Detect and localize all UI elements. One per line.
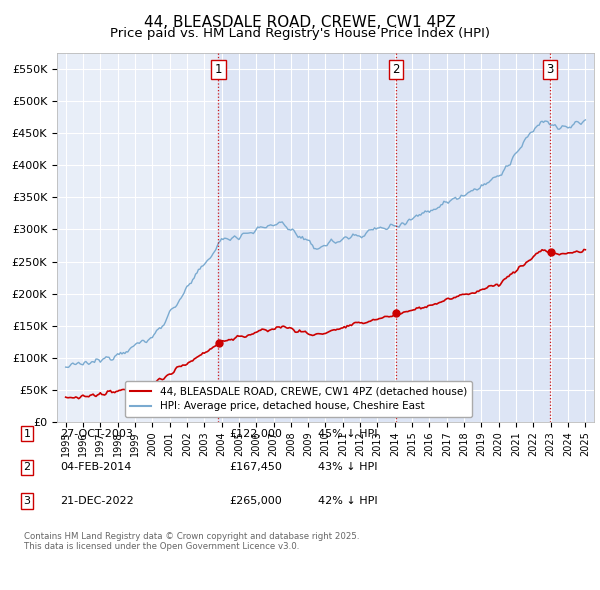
Bar [397,53,550,422]
Text: 2: 2 [392,63,400,76]
Text: £122,000: £122,000 [229,429,282,438]
Text: £167,450: £167,450 [229,463,282,472]
Text: 27-OCT-2003: 27-OCT-2003 [60,429,133,438]
Text: 45% ↓ HPI: 45% ↓ HPI [318,429,377,438]
Text: 21-DEC-2022: 21-DEC-2022 [60,496,134,506]
Text: 04-FEB-2014: 04-FEB-2014 [60,463,131,472]
Text: 44, BLEASDALE ROAD, CREWE, CW1 4PZ: 44, BLEASDALE ROAD, CREWE, CW1 4PZ [144,15,456,30]
Text: Price paid vs. HM Land Registry's House Price Index (HPI): Price paid vs. HM Land Registry's House … [110,27,490,40]
Text: 2: 2 [23,463,31,472]
Text: 42% ↓ HPI: 42% ↓ HPI [318,496,377,506]
Text: 1: 1 [215,63,222,76]
Legend: 44, BLEASDALE ROAD, CREWE, CW1 4PZ (detached house), HPI: Average price, detache: 44, BLEASDALE ROAD, CREWE, CW1 4PZ (deta… [125,381,472,417]
Text: 43% ↓ HPI: 43% ↓ HPI [318,463,377,472]
Text: Contains HM Land Registry data © Crown copyright and database right 2025.
This d: Contains HM Land Registry data © Crown c… [24,532,359,551]
Text: 3: 3 [23,496,31,506]
Text: 1: 1 [23,429,31,438]
Text: 3: 3 [547,63,554,76]
Text: £265,000: £265,000 [229,496,282,506]
Bar [550,53,594,422]
Bar [218,53,397,422]
